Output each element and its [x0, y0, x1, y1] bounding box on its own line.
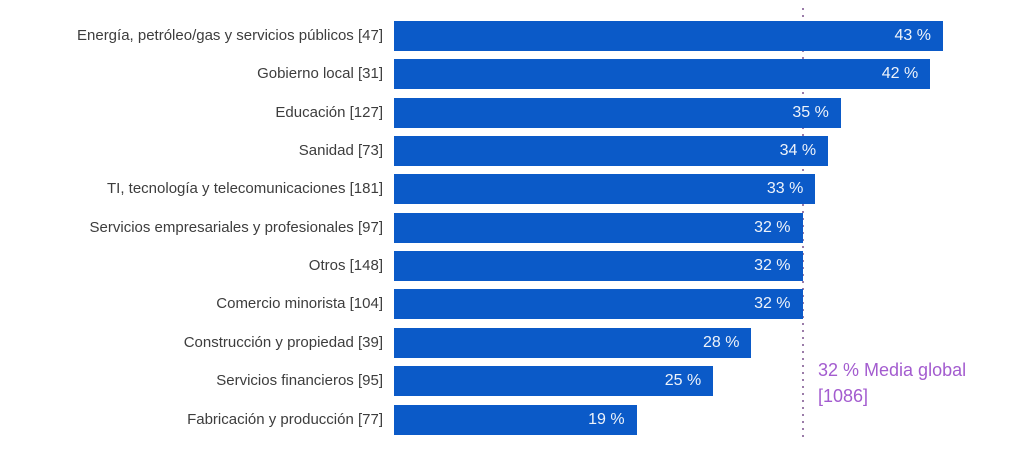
- value-label: 34 %: [779, 142, 817, 160]
- bar-row: Fabricación y producción [77] 19 %: [0, 404, 1024, 435]
- value-label: 43 %: [894, 27, 931, 44]
- category-label: TI, tecnología y telecomunicaciones [181…: [107, 180, 383, 198]
- bar-row: Sanidad [73] 34 %: [0, 136, 1024, 167]
- bar-row: Construcción y propiedad [39] 28 %: [0, 327, 1024, 358]
- annotation-text-line1: 32 % Media global: [818, 360, 967, 380]
- global-average-line: [801, 8, 804, 442]
- bar-row: Educación [127] 35 %: [0, 97, 1024, 128]
- bar: 42 %: [394, 59, 931, 90]
- bar: 32 %: [394, 212, 803, 243]
- value-label: 32 %: [754, 257, 791, 275]
- category-label: Servicios empresariales y profesionales …: [89, 218, 383, 236]
- category-label: Construcción y propiedad [39]: [183, 333, 383, 351]
- value-label: 42 %: [881, 65, 919, 83]
- bar-row: TI, tecnología y telecomunicaciones [181…: [0, 174, 1024, 205]
- category-label: Energía, petróleo/gas y servicios públic…: [77, 27, 383, 44]
- bar: 33 %: [394, 174, 816, 205]
- bar-row: Energía, petróleo/gas y servicios públic…: [0, 21, 1024, 51]
- bar-row: Gobierno local [31] 42 %: [0, 59, 1024, 90]
- value-label: 32 %: [754, 295, 791, 313]
- category-label: Gobierno local [31]: [257, 65, 383, 83]
- value-label: 32 %: [754, 218, 791, 236]
- category-label: Fabricación y producción [77]: [187, 410, 383, 428]
- bar: 34 %: [394, 136, 829, 167]
- bar: 28 %: [394, 327, 752, 358]
- bar: 32 %: [394, 289, 803, 320]
- bar: 19 %: [394, 404, 637, 435]
- bar: 25 %: [394, 366, 714, 397]
- bar-row: Servicios financieros [95] 25 %: [0, 366, 1024, 397]
- category-label: Educación [127]: [275, 103, 383, 121]
- annotation-text-line2: [1086]: [818, 386, 869, 406]
- category-label: Comercio minorista [104]: [216, 295, 383, 313]
- value-label: 19 %: [588, 410, 625, 428]
- bar: 35 %: [394, 97, 841, 128]
- value-label: 28 %: [703, 333, 740, 351]
- bar: 32 %: [394, 251, 803, 282]
- category-label: Servicios financieros [95]: [216, 372, 383, 390]
- category-label: Otros [148]: [308, 257, 383, 275]
- value-label: 35 %: [792, 103, 829, 121]
- value-label: 25 %: [664, 372, 702, 390]
- bar-row: Comercio minorista [104] 32 %: [0, 289, 1024, 320]
- category-label: Sanidad [73]: [298, 142, 383, 160]
- bar-row: Otros [148] 32 %: [0, 251, 1024, 282]
- value-label: 33 %: [766, 180, 804, 198]
- global-average-annotation: 32 % Media global [1086]: [818, 357, 966, 409]
- bar-row: Servicios empresariales y profesionales …: [0, 212, 1024, 243]
- bar: 43 %: [394, 21, 943, 51]
